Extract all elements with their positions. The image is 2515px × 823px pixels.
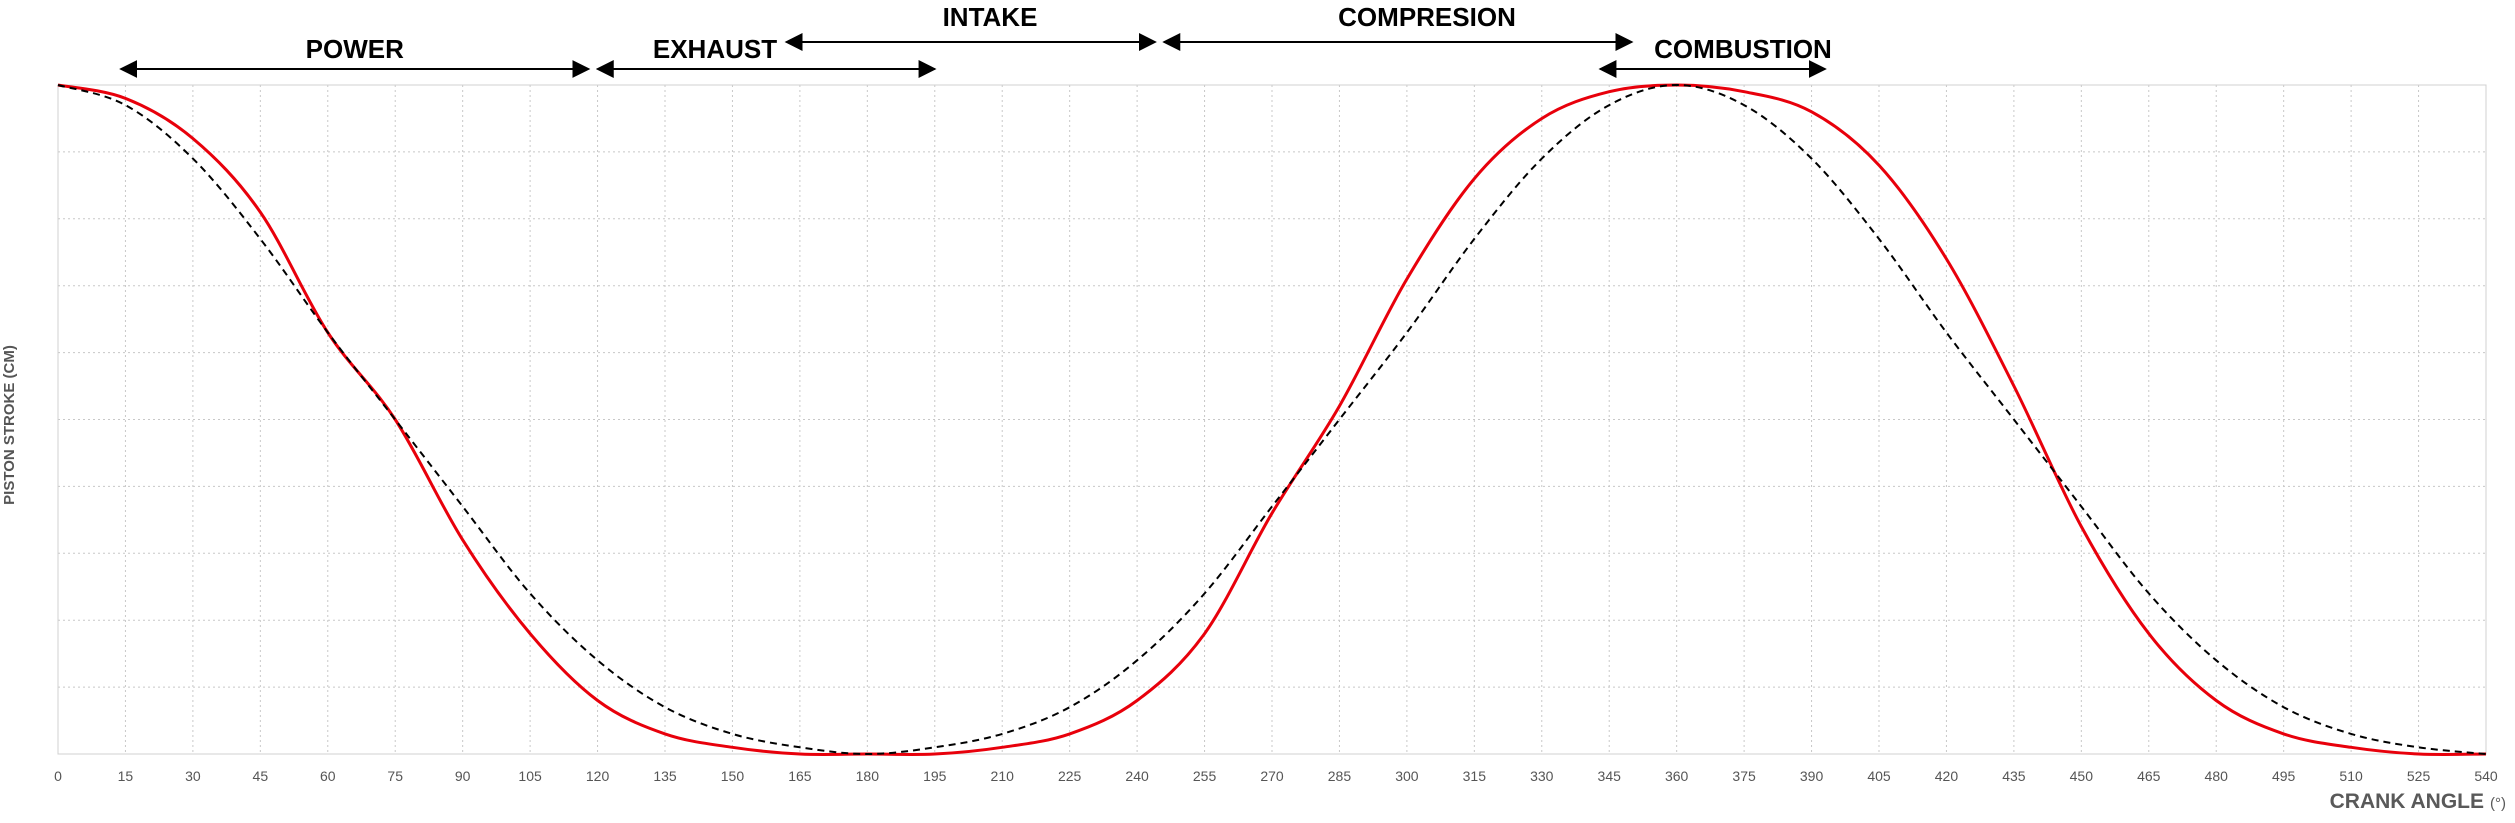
y-axis-label: PISTON STROKE (CM) <box>1 345 18 505</box>
x-tick-label: 180 <box>856 768 880 784</box>
x-tick-label: 105 <box>518 768 542 784</box>
plot-area <box>57 84 2487 755</box>
x-tick-label: 525 <box>2407 768 2431 784</box>
x-tick-label: 375 <box>1732 768 1756 784</box>
x-tick-label: 405 <box>1867 768 1891 784</box>
x-tick-label: 540 <box>2474 768 2498 784</box>
x-tick-label: 75 <box>387 768 403 784</box>
x-tick-label: 135 <box>653 768 677 784</box>
phase-label: COMBUSTION <box>1654 34 1832 64</box>
x-tick-label: 435 <box>2002 768 2026 784</box>
phase-label: EXHAUST <box>653 34 777 64</box>
x-tick-label: 510 <box>2339 768 2363 784</box>
x-tick-label: 165 <box>788 768 812 784</box>
x-tick-label: 360 <box>1665 768 1689 784</box>
dashed-series-line <box>57 83 2487 756</box>
x-tick-label: 390 <box>1800 768 1824 784</box>
series-lines <box>57 83 2487 756</box>
phase-label: INTAKE <box>943 2 1038 32</box>
x-axis-label: CRANK ANGLE <box>2330 790 2484 813</box>
x-tick-label: 480 <box>2205 768 2229 784</box>
x-tick-labels: 0 15 30 45 60 75 90 105 120 135 150 165 180 195 210 225… <box>54 768 2498 784</box>
x-tick-label: 420 <box>1935 768 1959 784</box>
phase-label: POWER <box>306 34 404 64</box>
x-tick-label: 90 <box>455 768 471 784</box>
x-tick-label: 330 <box>1530 768 1554 784</box>
x-tick-label: 120 <box>586 768 610 784</box>
x-tick-label: 495 <box>2272 768 2296 784</box>
x-tick-label: 315 <box>1463 768 1487 784</box>
x-tick-label: 285 <box>1328 768 1352 784</box>
x-tick-label: 195 <box>923 768 947 784</box>
x-tick-label: 450 <box>2070 768 2094 784</box>
x-tick-label: 30 <box>185 768 201 784</box>
x-axis-unit: (°) <box>2490 795 2506 812</box>
x-tick-label: 15 <box>118 768 134 784</box>
x-tick-label: 150 <box>721 768 745 784</box>
x-tick-label: 465 <box>2137 768 2161 784</box>
x-tick-label: 45 <box>253 768 269 784</box>
x-tick-label: 210 <box>991 768 1015 784</box>
x-tick-label: 255 <box>1193 768 1217 784</box>
x-tick-label: 270 <box>1260 768 1284 784</box>
x-tick-label: 60 <box>320 768 336 784</box>
grid-lines <box>57 85 2487 754</box>
x-tick-label: 240 <box>1125 768 1149 784</box>
x-tick-label: 225 <box>1058 768 1082 784</box>
x-tick-label: 345 <box>1598 768 1622 784</box>
x-tick-label: 300 <box>1395 768 1419 784</box>
phase-label: COMPRESION <box>1338 2 1516 32</box>
x-tick-label: 0 <box>54 768 62 784</box>
phase-annotations: POWER EXHAUST INTAKE COMPRESION COMBUSTION <box>119 2 1832 78</box>
